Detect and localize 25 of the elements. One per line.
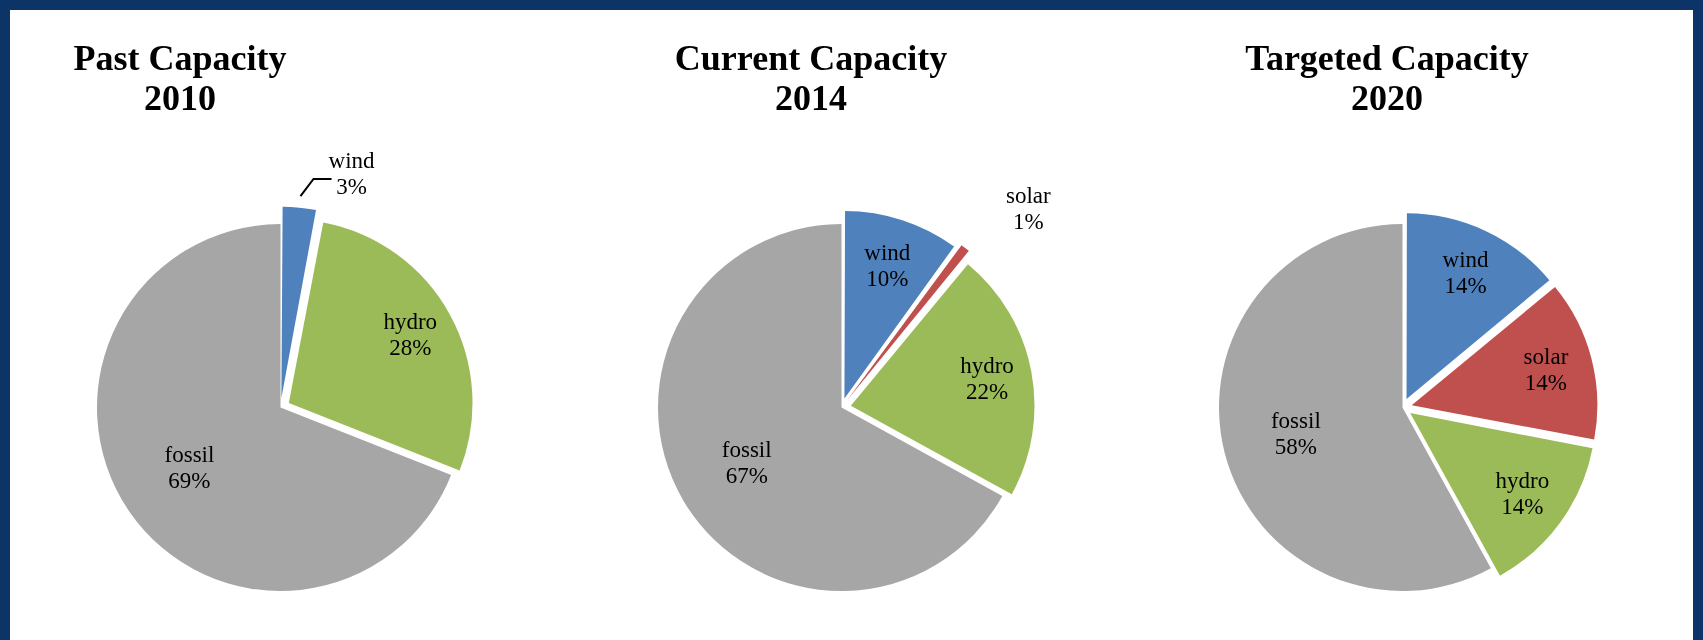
- data-label: 3%: [336, 174, 367, 200]
- data-label: 67%: [725, 462, 768, 488]
- slice-label: wind: [328, 148, 376, 174]
- data-label: 69%: [168, 468, 211, 494]
- slice-label: hydro: [1495, 467, 1550, 493]
- data-label: 1%: [1013, 208, 1044, 234]
- chart-title: Past Capacity 2010: [72, 38, 288, 118]
- data-label: 14%: [1524, 369, 1568, 395]
- data-label: 58%: [1274, 433, 1317, 459]
- data-label: 14%: [1501, 493, 1544, 519]
- chart-title: Current Capacity 2014: [673, 38, 949, 118]
- data-label: 14%: [1444, 272, 1487, 298]
- slice-label: fossil: [721, 436, 772, 462]
- data-label: 22%: [965, 378, 1009, 404]
- slice-label: solar: [1523, 343, 1569, 369]
- slice-label: solar: [1006, 182, 1052, 208]
- slice-label: hydro: [383, 309, 438, 335]
- chart-title: Targeted Capacity 2020: [1244, 38, 1530, 118]
- slice-label: wind: [1442, 246, 1490, 272]
- slice-label: hydro: [960, 352, 1014, 378]
- slice-label: fossil: [1270, 407, 1321, 433]
- slice-label: wind: [864, 239, 911, 265]
- slice-label: fossil: [164, 442, 215, 468]
- data-label: 10%: [866, 265, 909, 291]
- data-label: 28%: [389, 335, 432, 361]
